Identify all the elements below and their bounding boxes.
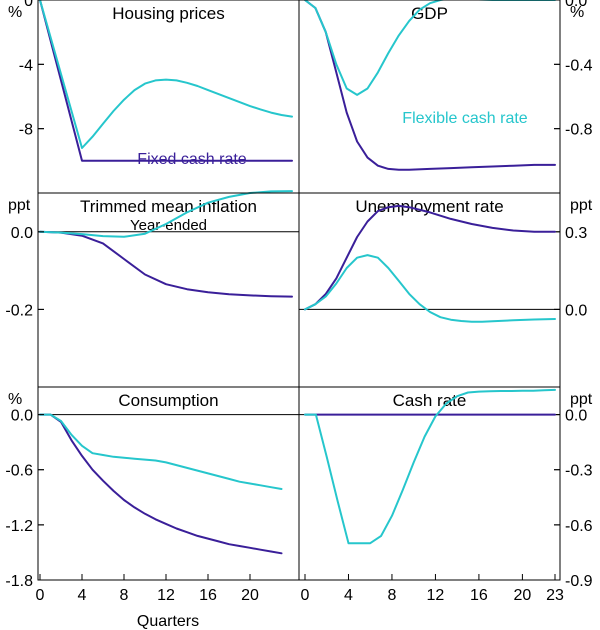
series-line-fixed bbox=[39, 230, 293, 298]
series-line-flexible bbox=[39, 413, 283, 490]
panel-title: Housing prices bbox=[112, 4, 224, 23]
series-line-flexible bbox=[39, 0, 293, 149]
series-line-flexible bbox=[304, 0, 556, 96]
x-tick-label: 23 bbox=[546, 587, 564, 604]
y-tick-label: 0 bbox=[24, 0, 33, 10]
y-tick-label: 0.0 bbox=[565, 302, 587, 319]
panel-title: Cash rate bbox=[393, 391, 467, 410]
panel-unemployment-rate: Unemployment rate ppt 0.3 0.0 bbox=[38, 197, 593, 323]
series-line-fixed bbox=[39, 0, 293, 162]
series-annotation-flexible: Flexible cash rate bbox=[402, 110, 527, 127]
y-unit-label: ppt bbox=[570, 391, 593, 408]
x-tick-label: 16 bbox=[199, 587, 217, 604]
y-tick-label: -4 bbox=[19, 57, 33, 74]
x-tick-label: 20 bbox=[513, 587, 531, 604]
y-tick-label: -0.6 bbox=[565, 518, 593, 535]
series-line-fixed bbox=[304, 204, 556, 311]
x-tick-label: 16 bbox=[470, 587, 488, 604]
panel-housing-prices: Housing prices%0 -4 -8 Fixed cash rate bbox=[8, 0, 560, 168]
series-line-fixed bbox=[304, 0, 556, 171]
series-line-fixed bbox=[39, 413, 283, 555]
y-tick-label: -1.2 bbox=[5, 518, 33, 535]
x-tick-label: 0 bbox=[36, 587, 45, 604]
series-annotation-fixed: Fixed cash rate bbox=[137, 151, 246, 168]
series-line-flexible bbox=[304, 388, 556, 545]
y-tick-label: 0.0 bbox=[565, 0, 587, 10]
x-tick-label: 8 bbox=[388, 587, 397, 604]
x-tick-label: 4 bbox=[78, 587, 87, 604]
y-tick-label: 0.0 bbox=[565, 408, 587, 425]
y-tick-label: -0.6 bbox=[5, 463, 33, 480]
x-tick-label: 12 bbox=[157, 587, 175, 604]
panel-title: Trimmed mean inflation bbox=[80, 197, 257, 216]
panel-title: Consumption bbox=[118, 391, 218, 410]
x-tick-label: 4 bbox=[344, 587, 353, 604]
y-tick-label: -1.8 bbox=[5, 573, 33, 590]
y-unit-label: % bbox=[570, 4, 584, 21]
x-tick-label: 8 bbox=[120, 587, 129, 604]
series-line-flexible bbox=[304, 254, 556, 323]
y-unit-label: % bbox=[8, 391, 22, 408]
y-tick-label: 0.0 bbox=[11, 225, 33, 242]
panel-consumption: Consumption%0.0 -0.6 -1.2 -1.8 bbox=[5, 391, 560, 590]
y-tick-label: 0.0 bbox=[11, 408, 33, 425]
y-tick-label: -0.9 bbox=[565, 573, 593, 590]
y-tick-label: -8 bbox=[19, 122, 33, 139]
panel-title: Unemployment rate bbox=[355, 197, 503, 216]
y-unit-label: ppt bbox=[8, 197, 31, 214]
x-tick-label: 20 bbox=[241, 587, 259, 604]
panel-subtitle: Year-ended bbox=[130, 217, 207, 234]
y-unit-label: % bbox=[8, 4, 22, 21]
y-tick-label: 0.3 bbox=[565, 225, 587, 242]
y-tick-label: -0.3 bbox=[565, 463, 593, 480]
x-tick-label: 0 bbox=[301, 587, 310, 604]
x-axis-label: Quarters bbox=[137, 613, 199, 630]
x-tick-label: 12 bbox=[427, 587, 445, 604]
x-axis: 0 4 8 12 16 20 0 4 8 12 16 20 23 bbox=[36, 574, 564, 604]
y-tick-label: -0.8 bbox=[565, 122, 593, 139]
y-tick-label: -0.4 bbox=[565, 57, 593, 74]
y-tick-label: -0.2 bbox=[5, 302, 33, 319]
y-unit-label: ppt bbox=[570, 197, 593, 214]
